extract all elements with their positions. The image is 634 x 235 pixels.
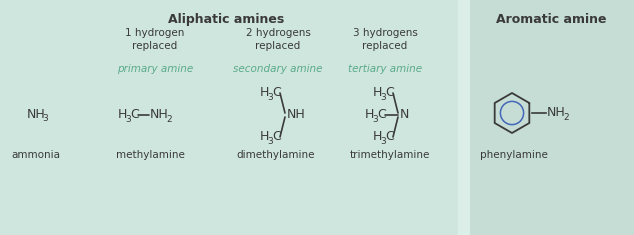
Text: C: C bbox=[272, 86, 281, 99]
Text: dimethylamine: dimethylamine bbox=[236, 150, 315, 160]
Text: 1 hydrogen
replaced: 1 hydrogen replaced bbox=[126, 28, 184, 51]
Text: H: H bbox=[373, 86, 382, 99]
Text: phenylamine: phenylamine bbox=[480, 150, 548, 160]
Text: 3 hydrogens
replaced: 3 hydrogens replaced bbox=[353, 28, 417, 51]
Text: 3: 3 bbox=[42, 114, 48, 123]
Text: H: H bbox=[260, 86, 269, 99]
Text: Aromatic amine: Aromatic amine bbox=[496, 13, 606, 26]
Text: 3: 3 bbox=[372, 114, 378, 124]
Text: N: N bbox=[400, 109, 410, 121]
Text: primary amine: primary amine bbox=[117, 64, 193, 74]
Text: H: H bbox=[260, 130, 269, 144]
Text: H: H bbox=[365, 109, 374, 121]
Text: NH: NH bbox=[150, 109, 169, 121]
Text: Aliphatic amines: Aliphatic amines bbox=[168, 13, 284, 26]
Bar bbox=[458, 0, 470, 235]
Text: methylamine: methylamine bbox=[115, 150, 184, 160]
Text: C: C bbox=[385, 130, 394, 144]
Text: NH: NH bbox=[287, 109, 306, 121]
Text: C: C bbox=[130, 109, 139, 121]
Text: H: H bbox=[373, 130, 382, 144]
Bar bbox=[0, 0, 458, 235]
Text: 2 hydrogens
replaced: 2 hydrogens replaced bbox=[245, 28, 311, 51]
Text: 3: 3 bbox=[125, 114, 131, 124]
Text: 2: 2 bbox=[166, 114, 172, 124]
Text: C: C bbox=[377, 109, 385, 121]
Bar bbox=[470, 0, 634, 235]
Text: ammonia: ammonia bbox=[11, 150, 60, 160]
Text: C: C bbox=[272, 130, 281, 144]
Text: NH: NH bbox=[547, 106, 566, 120]
Text: tertiary amine: tertiary amine bbox=[348, 64, 422, 74]
Text: H: H bbox=[118, 109, 127, 121]
Text: C: C bbox=[385, 86, 394, 99]
Text: secondary amine: secondary amine bbox=[233, 64, 323, 74]
Text: 3: 3 bbox=[267, 137, 273, 145]
Text: 3: 3 bbox=[380, 137, 385, 145]
Text: NH: NH bbox=[27, 109, 46, 121]
Text: 3: 3 bbox=[267, 93, 273, 102]
Text: trimethylamine: trimethylamine bbox=[350, 150, 430, 160]
Text: 3: 3 bbox=[380, 93, 385, 102]
Text: 2: 2 bbox=[563, 113, 569, 121]
